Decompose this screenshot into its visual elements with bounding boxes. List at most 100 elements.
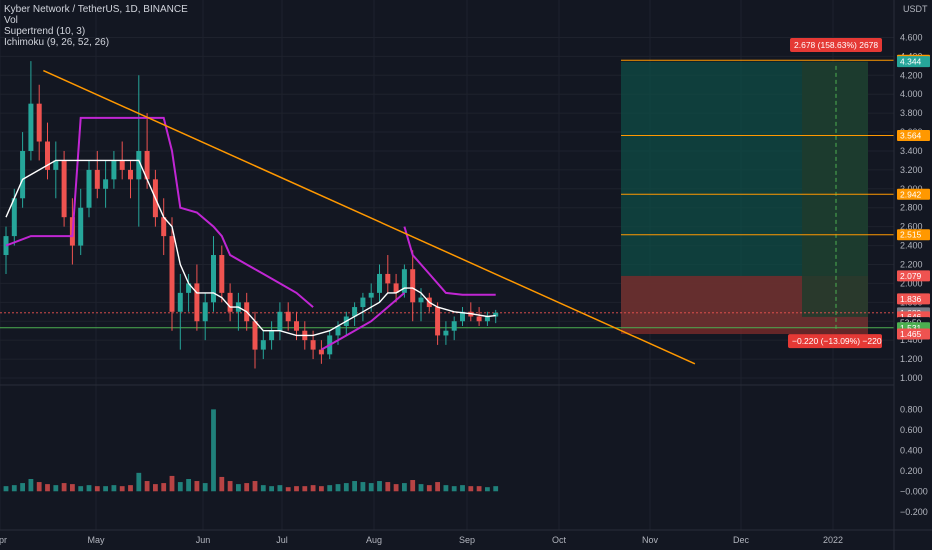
candle-body-9 [78,207,84,246]
time-tick-4: Aug [366,535,382,545]
candle-body-22 [186,283,192,293]
candle-body-55 [460,311,465,322]
volume-bar-29 [244,483,250,492]
volume-bar-13 [111,485,117,492]
profit-label: 2.678 (158.63%) 2678 [794,40,878,50]
price-tag-5: 2.079 [897,270,930,282]
ichimoku-base-line [5,159,496,337]
volume-bar-18 [153,484,158,492]
indicator-supertrend[interactable]: Supertrend (10, 3) [4,26,86,37]
candle-body-44 [368,292,374,298]
volume-bar-41 [343,483,349,492]
volume-bar-22 [186,478,191,492]
price-tag-6: 1.836 [897,293,930,305]
candle-body-15 [128,169,133,180]
price-tag-text-8: 1.646 [900,312,922,322]
candle-body-24 [202,302,208,322]
candle-body-30 [252,321,258,350]
volume-bar-55 [460,485,465,492]
price-tag-11: 1.465 [897,328,930,340]
price-tag-bg-4 [897,229,930,241]
volume-bar-57 [476,486,482,492]
supertrend-line-1 [320,292,406,351]
price-tick-4: 3.800 [900,108,923,118]
price-tick-3: 4.000 [900,89,923,99]
horizontal-levels [0,59,894,329]
volume-bar-2 [20,483,25,492]
candle-body-23 [194,283,200,322]
volume-tick-4: −0.000 [900,486,928,496]
volume-bar-59 [493,486,499,492]
candle-body-48 [401,269,407,293]
volume-bar-20 [169,475,175,492]
volume-bar-50 [418,484,424,492]
volume-axis[interactable]: 0.800 0.600 0.400 0.200 −0.000 −0.200 [900,404,928,516]
price-tag-bg-11 [897,328,930,340]
volume-bar-58 [485,487,490,492]
price-tag-text-3: 2.942 [900,189,922,199]
volume-bar-52 [435,482,440,492]
volume-bar-32 [269,486,274,492]
trendline-group[interactable] [43,69,696,365]
volume-bar-28 [236,484,241,492]
position-zones [621,61,868,335]
volume-bar-4 [36,482,42,492]
candle-body-53 [443,330,449,336]
candle-body-40 [335,325,341,336]
volume-bar-11 [94,486,100,492]
candle-body-32 [269,330,275,341]
time-axis[interactable]: Apr May Jun Jul Aug Sep Oct Nov Dec 2022 [0,535,843,545]
candle-body-33 [277,311,283,331]
candle-body-52 [435,307,441,336]
price-tag-text-10: 1.531 [900,323,922,333]
volume-bar-8 [70,484,75,492]
price-tag-4: 2.515 [897,229,930,241]
chart-legend: Kyber Network / TetherUS, 1D, BINANCE Vo… [4,4,188,48]
candle-body-17 [144,150,150,180]
candle-body-2 [20,150,26,199]
volume-bar-46 [385,482,391,492]
volume-bar-54 [451,486,457,492]
price-tick-7: 3.200 [900,165,923,175]
volume-bar-6 [53,485,59,492]
time-tick-9: 2022 [823,535,843,545]
volume-bar-48 [402,483,407,492]
price-tag-2: 3.564 [897,129,930,141]
volume-bar-37 [310,485,316,492]
price-tick-2: 4.200 [900,70,923,80]
candle-body-45 [377,273,382,293]
volume-tick-5: −0.200 [900,507,928,517]
indicator-ichimoku[interactable]: Ichimoku (9, 26, 52, 26) [4,37,110,48]
volume-bar-1 [11,485,17,492]
candle-body-47 [393,283,399,293]
price-tick-10: 2.600 [900,222,923,232]
volume-bar-0 [3,486,9,492]
candle-body-20 [169,236,175,312]
candle-body-35 [294,321,299,331]
volume-bar-25 [211,409,216,492]
price-tick-17: 1.200 [900,354,923,364]
volume-bar-10 [86,485,92,492]
volume-bar-15 [128,485,133,492]
symbol-line[interactable]: Kyber Network / TetherUS, 1D, BINANCE [4,4,188,15]
volume-bar-26 [219,476,225,492]
price-tag-text-5: 2.079 [900,271,922,281]
candle-body-31 [260,340,266,350]
candle-body-57 [476,316,482,322]
volume-bar-30 [252,481,258,492]
candle-body-25 [211,255,216,303]
time-tick-7: Nov [642,535,659,545]
price-tag-bg-3 [897,188,930,200]
time-tick-5: Sep [459,535,475,545]
volume-bar-9 [78,486,84,492]
price-tag-bg-6 [897,293,930,305]
indicator-vol[interactable]: Vol [4,15,18,26]
volume-bar-45 [377,481,382,492]
price-tick-12: 2.200 [900,259,923,269]
price-tag-text-2: 3.564 [900,130,922,140]
price-tag-text-11: 1.465 [900,329,922,339]
candle-body-49 [410,269,416,303]
price-tag-text-4: 2.515 [900,230,922,240]
volume-bar-24 [202,483,208,492]
